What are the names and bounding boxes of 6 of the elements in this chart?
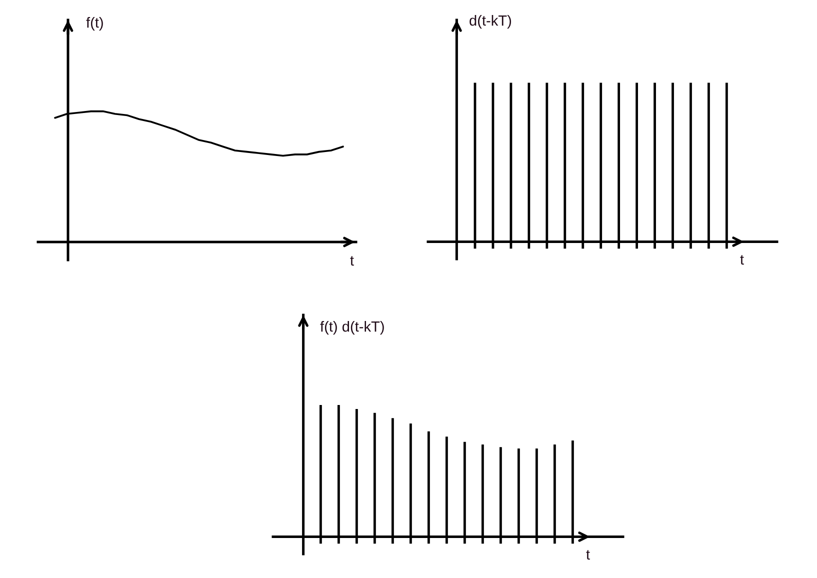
x-axis-title: t [740, 255, 744, 265]
y-axis-title: d(t-kT) [470, 15, 512, 29]
x-axis-title: t [586, 550, 590, 560]
y-axis-title: f(t) [86, 17, 103, 31]
y-axis-title: f(t) d(t-kT) [320, 321, 384, 335]
x-axis-title: t [350, 256, 354, 266]
